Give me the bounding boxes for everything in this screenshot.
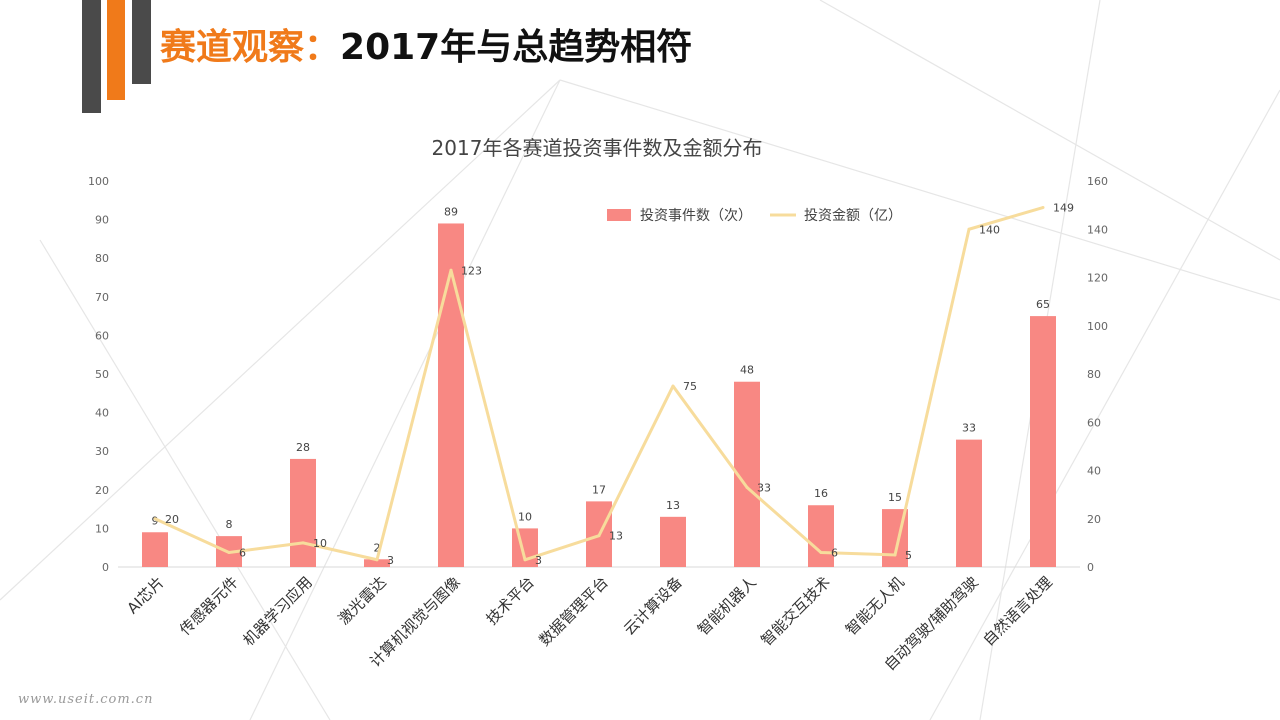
y-right-tick-label: 0 bbox=[1087, 561, 1094, 574]
bar-data-label: 16 bbox=[814, 487, 828, 500]
bar bbox=[290, 458, 316, 567]
y-left-tick-label: 20 bbox=[95, 484, 109, 497]
line-point bbox=[301, 541, 305, 545]
y-right-tick-label: 100 bbox=[1087, 320, 1108, 333]
x-tick-label: 机器学习应用 bbox=[239, 573, 315, 649]
bar-data-label: 9 bbox=[152, 514, 159, 527]
y-left-tick-label: 60 bbox=[95, 329, 109, 342]
bar-data-label: 33 bbox=[962, 422, 976, 435]
y-left-tick-label: 30 bbox=[95, 445, 109, 458]
line-point bbox=[745, 485, 749, 489]
page-title-accent: 赛道观察： bbox=[160, 27, 341, 68]
line-data-label: 6 bbox=[239, 547, 246, 560]
x-tick-label: 自然语言处理 bbox=[979, 573, 1055, 649]
line-data-label: 123 bbox=[461, 264, 482, 277]
line-point bbox=[227, 551, 231, 555]
legend-label-bar: 投资事件数（次） bbox=[640, 208, 752, 224]
x-tick-label: 技术平台 bbox=[483, 573, 538, 628]
watermark: www.useit.com.cn bbox=[18, 692, 154, 707]
bar-data-label: 2 bbox=[374, 541, 381, 554]
line-point bbox=[375, 558, 379, 562]
y-left-tick-label: 70 bbox=[95, 291, 109, 304]
y-right-tick-label: 120 bbox=[1087, 272, 1108, 285]
bar bbox=[364, 559, 390, 567]
line-point bbox=[1041, 206, 1045, 210]
y-right-tick-label: 60 bbox=[1087, 416, 1101, 429]
y-left-tick-label: 10 bbox=[95, 522, 109, 535]
legend-swatch-bar bbox=[607, 209, 631, 221]
line-data-label: 5 bbox=[905, 549, 912, 562]
page-title: 赛道观察：2017年与总趋势相符 bbox=[160, 22, 692, 74]
line-data-label: 10 bbox=[313, 537, 327, 550]
line-data-label: 75 bbox=[683, 380, 697, 393]
x-tick-label: 智能无人机 bbox=[842, 573, 908, 639]
bar-data-label: 28 bbox=[296, 441, 310, 454]
line-point bbox=[153, 517, 157, 521]
chart-title: 2017年各赛道投资事件数及金额分布 bbox=[432, 136, 763, 160]
y-right-tick-label: 80 bbox=[1087, 368, 1101, 381]
bar-data-label: 10 bbox=[518, 510, 532, 523]
x-tick-label: 数据管理平台 bbox=[535, 573, 611, 649]
bar-data-label: 48 bbox=[740, 364, 754, 377]
bar-data-label: 8 bbox=[226, 518, 233, 531]
line-data-label: 3 bbox=[535, 554, 542, 567]
y-left-tick-label: 40 bbox=[95, 407, 109, 420]
header-decoration-bar-accent bbox=[107, 0, 125, 100]
x-tick-label: AI芯片 bbox=[124, 573, 168, 617]
line-data-label: 13 bbox=[609, 530, 623, 543]
line-point bbox=[967, 227, 971, 231]
bar-data-label: 89 bbox=[444, 205, 458, 218]
y-left-tick-label: 50 bbox=[95, 368, 109, 381]
y-left-tick-label: 0 bbox=[102, 561, 109, 574]
x-tick-label: 智能交互技术 bbox=[757, 573, 833, 649]
bar-data-label: 13 bbox=[666, 499, 680, 512]
bar bbox=[1030, 316, 1056, 567]
x-tick-label: 智能机器人 bbox=[694, 573, 760, 639]
line-data-label: 149 bbox=[1053, 202, 1074, 215]
line-point bbox=[523, 558, 527, 562]
bar-data-label: 15 bbox=[888, 491, 902, 504]
bar-data-label: 65 bbox=[1036, 298, 1050, 311]
line-data-label: 3 bbox=[387, 554, 394, 567]
bar bbox=[956, 439, 982, 567]
x-tick-label: 传感器元件 bbox=[176, 573, 242, 639]
y-right-tick-label: 20 bbox=[1087, 513, 1101, 526]
y-left-tick-label: 90 bbox=[95, 214, 109, 227]
line-data-label: 33 bbox=[757, 481, 771, 494]
bar bbox=[808, 505, 834, 567]
bar bbox=[142, 532, 168, 567]
line-point bbox=[449, 268, 453, 272]
x-tick-label: 云计算设备 bbox=[620, 573, 686, 639]
legend-label-line: 投资金额（亿） bbox=[804, 208, 902, 224]
line-data-label: 6 bbox=[831, 547, 838, 560]
line-data-label: 20 bbox=[165, 513, 179, 526]
line-point bbox=[597, 534, 601, 538]
line-point bbox=[893, 553, 897, 557]
line-point bbox=[819, 551, 823, 555]
y-left-tick-label: 80 bbox=[95, 252, 109, 265]
y-right-tick-label: 140 bbox=[1087, 223, 1108, 236]
y-right-tick-label: 40 bbox=[1087, 465, 1101, 478]
header-decoration-bar bbox=[82, 0, 101, 113]
bar bbox=[438, 223, 464, 567]
y-left-tick-label: 100 bbox=[88, 175, 109, 188]
bar bbox=[660, 516, 686, 567]
page-title-text: 2017年与总趋势相符 bbox=[340, 27, 693, 68]
line-data-label: 140 bbox=[979, 223, 1000, 236]
line-point bbox=[671, 384, 675, 388]
y-right-tick-label: 160 bbox=[1087, 175, 1108, 188]
header-decoration-bar bbox=[132, 0, 151, 84]
x-tick-label: 激光雷达 bbox=[335, 573, 390, 628]
bar-data-label: 17 bbox=[592, 483, 606, 496]
